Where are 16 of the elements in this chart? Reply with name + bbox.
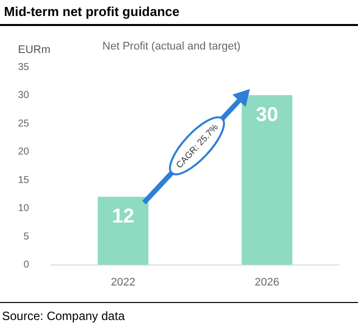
source-note: Source: Company data [2,309,125,323]
y-tick-label: 35 [18,62,30,73]
y-tick-label: 15 [18,174,30,186]
data-label: 30 [256,104,278,126]
y-tick-label: 30 [18,90,30,102]
data-label: 12 [112,206,134,228]
y-tick-label: 10 [18,203,30,214]
y-tick-label: 5 [24,231,30,242]
y-axis-title: EURm [18,44,50,56]
y-tick-label: 25 [18,118,30,130]
y-tick-label: 20 [18,146,30,158]
chart-subtitle: Net Profit (actual and target) [102,40,241,53]
x-tick-label: 2022 [110,276,136,288]
y-tick-label: 0 [24,260,30,271]
chart-title: Mid-term net profit guidance [4,4,180,19]
x-tick-label: 2026 [254,276,280,288]
